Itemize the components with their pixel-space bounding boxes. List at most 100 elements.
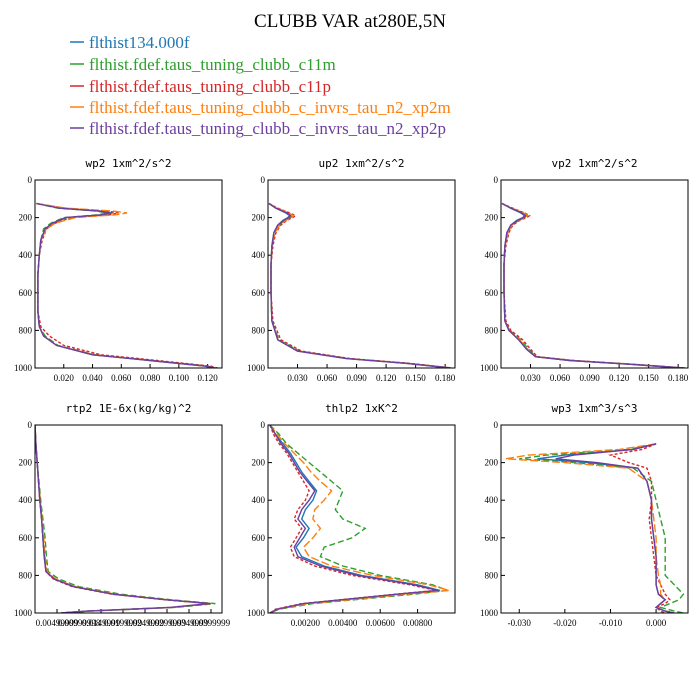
- y-tick-label: 0: [261, 175, 266, 185]
- x-tick-label: 0.00400: [328, 618, 358, 628]
- x-tick-label: 0.100: [169, 373, 190, 383]
- y-tick-label: 600: [485, 288, 499, 298]
- y-tick-label: 800: [252, 325, 266, 335]
- x-tick-label: 0.040: [82, 373, 103, 383]
- y-tick-label: 200: [252, 213, 266, 223]
- series-line: [35, 425, 212, 613]
- series-line: [268, 202, 451, 368]
- series-group: [268, 202, 453, 368]
- panel: rtp2 1E-6x(kg/kg)^2020040060080010000.00…: [14, 402, 231, 628]
- y-tick-label: 600: [19, 533, 33, 543]
- series-line: [35, 425, 211, 613]
- x-tick-label: 0.00999998: [58, 618, 101, 628]
- y-tick-label: 0: [28, 420, 33, 430]
- series-line: [36, 202, 215, 368]
- y-tick-label: 400: [485, 250, 499, 260]
- series-line: [35, 425, 216, 613]
- series-line: [269, 425, 450, 613]
- panel-title: wp2 1xm^2/s^2: [85, 157, 171, 170]
- panel: wp2 1xm^2/s^2 0 200 400 600 800 1000 0.020 0.040…: [14, 157, 223, 383]
- x-tick-label: 0.0349999: [170, 618, 209, 628]
- x-tick-label: -0.020: [553, 618, 577, 628]
- panel: up2 1xm^2/s^2 0 200 400 600 800 1000 0.030 0.060…: [247, 157, 456, 383]
- legend-entry: flthist.fdef.taus_tuning_clubb_c11p: [70, 77, 331, 96]
- y-tick-label: 800: [19, 325, 33, 335]
- x-tick-label: 0.00200: [291, 618, 321, 628]
- y-tick-label: 200: [19, 458, 33, 468]
- y-tick-label: 0: [28, 175, 33, 185]
- x-tick-label: 0.180: [668, 373, 689, 383]
- x-tick-label: 0.090: [346, 373, 367, 383]
- x-tick-label: 0.030: [520, 373, 541, 383]
- y-tick-label: 400: [19, 250, 33, 260]
- y-tick-label: 1000: [247, 363, 266, 373]
- y-tick-label: 600: [19, 288, 33, 298]
- legend-entry: flthist.fdef.taus_tuning_clubb_c_invrs_t…: [70, 98, 451, 117]
- legend-entry: flthist.fdef.taus_tuning_clubb_c11m: [70, 55, 336, 74]
- legend-label: flthist.fdef.taus_tuning_clubb_c_invrs_t…: [89, 119, 446, 138]
- y-tick-label: 1000: [14, 363, 33, 373]
- panel: wp3 1xm^3/s^3 0 200 400 600 800 1000 -0.030 -0.0…: [480, 402, 689, 628]
- series-line: [268, 202, 453, 368]
- x-tick-label: 0.000: [646, 618, 667, 628]
- series-line: [36, 202, 218, 368]
- y-tick-label: 400: [19, 495, 33, 505]
- y-tick-label: 200: [252, 458, 266, 468]
- series-line: [268, 202, 451, 368]
- panels-grid: wp2 1xm^2/s^2 0 200 400 600 800 1000 0.020 0.040…: [14, 157, 689, 628]
- plot-frame: [34, 424, 223, 614]
- y-tick-label: 1000: [14, 608, 33, 618]
- series-group: [35, 425, 216, 613]
- y-tick-label: 800: [485, 325, 499, 335]
- plot-frame: [500, 179, 689, 369]
- series-line: [519, 443, 685, 613]
- series-line: [269, 425, 437, 613]
- x-tick-label: 0.00499999: [36, 618, 79, 628]
- y-tick-label: 200: [485, 458, 499, 468]
- y-tick-label: 800: [485, 570, 499, 580]
- x-tick-label: 0.00600: [366, 618, 396, 628]
- y-tick-label: 400: [252, 250, 266, 260]
- plot-frame: [34, 179, 223, 369]
- panel: vp2 1xm^2/s^2 0 200 400 600 800 1000 0.030 0.060…: [480, 157, 689, 383]
- x-tick-label: 0.0199999: [104, 618, 143, 628]
- y-tick-label: 1000: [247, 608, 266, 618]
- series-line: [268, 202, 451, 368]
- x-tick-label: 0.0249999: [126, 618, 165, 628]
- x-tick-label: 0.080: [140, 373, 161, 383]
- series-group: [501, 202, 686, 368]
- y-tick-label: 1000: [480, 608, 499, 618]
- series-line: [501, 202, 684, 368]
- series-line: [501, 202, 685, 368]
- y-tick-label: 200: [485, 213, 499, 223]
- x-tick-label: 0.120: [197, 373, 218, 383]
- x-tick-label: 0.060: [317, 373, 338, 383]
- series-line: [607, 443, 671, 613]
- y-tick-label: 200: [19, 213, 33, 223]
- panel-title: rtp2 1E-6x(kg/kg)^2: [66, 402, 192, 415]
- series-group: [269, 425, 450, 613]
- legend: flthist134.000f flthist.fdef.taus_tuning…: [70, 33, 451, 138]
- x-tick-label: 0.090: [579, 373, 600, 383]
- y-tick-label: 0: [494, 175, 499, 185]
- series-line: [501, 202, 684, 368]
- series-line: [501, 202, 684, 368]
- legend-entry: flthist.fdef.taus_tuning_clubb_c_invrs_t…: [70, 119, 446, 138]
- y-tick-label: 0: [261, 420, 266, 430]
- y-tick-label: 1000: [480, 363, 499, 373]
- panel-title: thlp2 1xK^2: [325, 402, 398, 415]
- series-line: [269, 425, 448, 613]
- x-tick-label: 0.0149999: [82, 618, 121, 628]
- series-line: [36, 202, 215, 368]
- x-tick-label: 0.0299999: [148, 618, 187, 628]
- series-line: [35, 425, 212, 613]
- series-group: [36, 202, 218, 368]
- y-tick-label: 800: [19, 570, 33, 580]
- x-tick-label: 0.060: [111, 373, 132, 383]
- series-line: [35, 425, 209, 613]
- legend-entry: flthist134.000f: [70, 33, 190, 52]
- x-tick-label: 0.0399999: [192, 618, 231, 628]
- y-tick-label: 800: [252, 570, 266, 580]
- series-line: [537, 443, 675, 613]
